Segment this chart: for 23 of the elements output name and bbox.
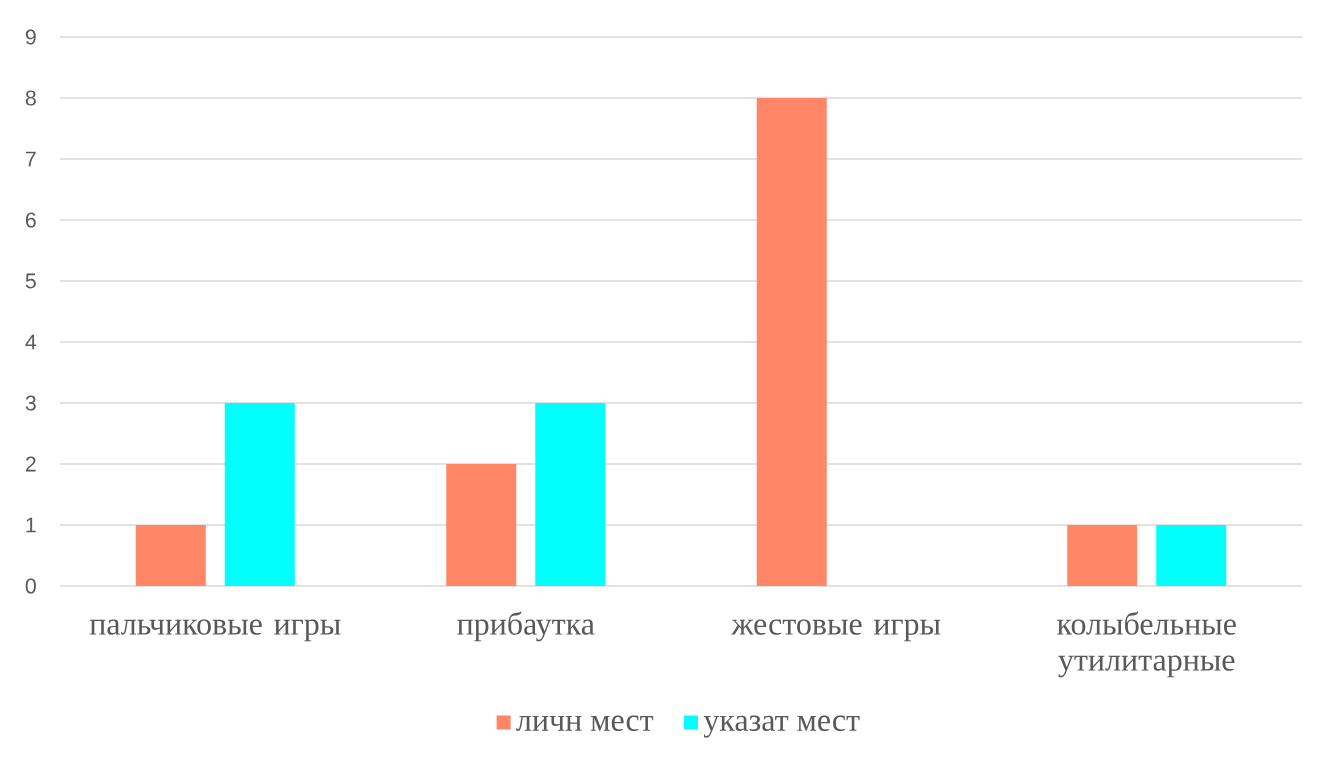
legend-label: указат мест bbox=[703, 715, 860, 738]
bar bbox=[1067, 525, 1138, 586]
y-tick-label: 7 bbox=[25, 151, 36, 167]
bar bbox=[1156, 525, 1227, 586]
x-tick-label: колыбельные утилитарные bbox=[1057, 611, 1236, 678]
y-tick-label: 8 bbox=[25, 90, 36, 106]
bar bbox=[756, 98, 827, 586]
bar bbox=[446, 464, 517, 586]
x-tick-label: жестовые игры bbox=[731, 619, 941, 642]
y-tick-label: 1 bbox=[26, 517, 36, 533]
x-tick-label: пальчиковые игры bbox=[89, 619, 341, 642]
y-tick-label: 0 bbox=[25, 578, 36, 594]
y-tick-label: 5 bbox=[25, 273, 36, 289]
y-tick-label: 6 bbox=[25, 212, 36, 228]
y-tick-label: 3 bbox=[25, 395, 36, 411]
bar bbox=[135, 525, 206, 586]
y-tick-label: 9 bbox=[25, 29, 36, 45]
y-tick-label: 4 bbox=[25, 334, 37, 350]
bar bbox=[224, 403, 295, 586]
x-tick-label: прибаутка bbox=[457, 611, 595, 642]
y-tick-label: 2 bbox=[25, 456, 36, 472]
legend-label: личн мест bbox=[516, 715, 654, 732]
bar bbox=[535, 403, 606, 586]
